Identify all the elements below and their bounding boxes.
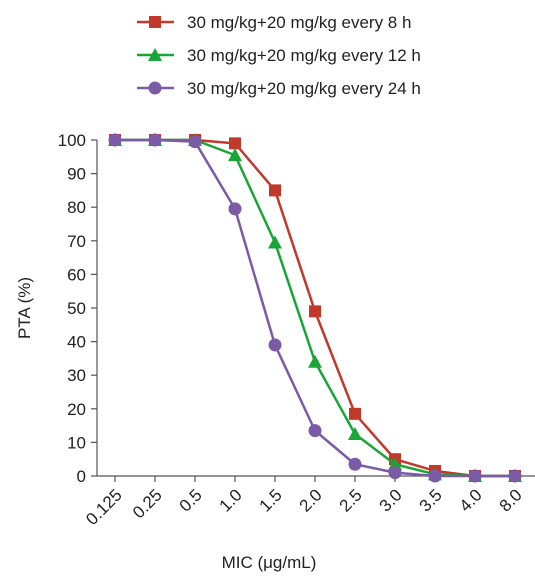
x-tick-label: 3.5 bbox=[416, 485, 446, 515]
y-tick-label: 0 bbox=[77, 467, 86, 486]
legend-marker bbox=[148, 81, 162, 95]
y-tick-label: 30 bbox=[67, 366, 86, 385]
y-tick-label: 100 bbox=[58, 131, 86, 150]
y-tick-label: 60 bbox=[67, 265, 86, 284]
y-tick-label: 10 bbox=[67, 433, 86, 452]
x-tick-label: 2.0 bbox=[296, 485, 326, 515]
data-point bbox=[388, 466, 402, 480]
legend-marker bbox=[149, 16, 161, 28]
y-tick-label: 50 bbox=[67, 299, 86, 318]
data-point bbox=[229, 137, 241, 150]
y-axis: 0 10 20 30 40 50 60 70 80 90 100 bbox=[58, 131, 98, 486]
data-point bbox=[228, 148, 242, 162]
y-tick-label: 70 bbox=[67, 232, 86, 251]
legend-label: 30 mg/kg+20 mg/kg every 24 h bbox=[187, 79, 421, 98]
series bbox=[108, 133, 522, 483]
x-tick-label: 0.25 bbox=[129, 485, 166, 522]
data-point bbox=[349, 407, 361, 420]
data-point bbox=[348, 427, 362, 440]
data-point bbox=[468, 469, 482, 483]
data-point bbox=[269, 184, 281, 197]
legend: 30 mg/kg+20 mg/kg every 8 h 30 mg/kg+20 m… bbox=[137, 13, 421, 98]
data-point bbox=[148, 133, 162, 147]
x-tick-label: 2.5 bbox=[336, 485, 366, 515]
data-point bbox=[508, 469, 522, 483]
legend-label: 30 mg/kg+20 mg/kg every 8 h bbox=[187, 13, 411, 32]
data-point bbox=[228, 202, 242, 216]
plot-area bbox=[108, 133, 522, 483]
x-axis: 0.125 0.25 0.5 1.0 1.5 2.0 2.5 3.0 3.5 4.0 8.0 bbox=[82, 475, 535, 529]
legend-marker bbox=[148, 48, 162, 61]
x-tick-label: 3.0 bbox=[376, 485, 406, 515]
y-axis-title: PTA (%) bbox=[15, 277, 34, 339]
data-point bbox=[309, 305, 321, 318]
x-tick-label: 4.0 bbox=[456, 485, 486, 515]
data-point bbox=[268, 235, 282, 249]
data-point bbox=[388, 457, 402, 471]
x-tick-label: 0.5 bbox=[176, 485, 206, 515]
y-tick-label: 40 bbox=[67, 333, 86, 352]
x-axis-title: MIC (μg/mL) bbox=[222, 553, 317, 572]
x-tick-label: 1.5 bbox=[256, 485, 286, 515]
data-point bbox=[428, 469, 442, 483]
data-point bbox=[308, 424, 322, 438]
data-point bbox=[348, 457, 362, 471]
data-point bbox=[308, 354, 322, 368]
data-point bbox=[108, 133, 122, 147]
x-tick-label: 8.0 bbox=[496, 485, 526, 515]
data-point bbox=[268, 338, 282, 352]
y-tick-label: 20 bbox=[67, 400, 86, 419]
legend-label: 30 mg/kg+20 mg/kg every 12 h bbox=[187, 46, 421, 65]
y-tick-label: 80 bbox=[67, 198, 86, 217]
data-point bbox=[188, 135, 202, 149]
x-tick-label: 0.125 bbox=[82, 485, 126, 529]
x-tick-label: 1.0 bbox=[216, 485, 246, 515]
y-tick-label: 90 bbox=[67, 165, 86, 184]
